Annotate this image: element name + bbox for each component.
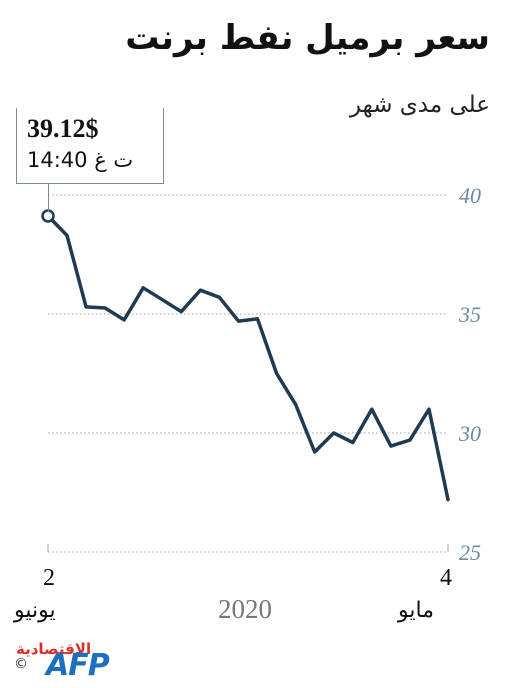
latest-price-callout: 39.12$ 14:40 ت غ [16, 108, 164, 184]
price-series-line [46, 214, 450, 502]
x-end-month: مايو [398, 598, 434, 623]
copyright-symbol: © [14, 656, 28, 672]
y-tick-label: 40 [459, 183, 481, 208]
callout-pointer [48, 184, 49, 212]
afp-logo: الاقتصادية AFP [12, 640, 124, 683]
x-end-day: 4 [440, 565, 452, 591]
afp-logo-mark: AFP [46, 648, 110, 683]
y-tick-label: 25 [459, 540, 481, 565]
y-tick-label: 30 [458, 421, 481, 446]
x-start-day: 2 [43, 565, 55, 591]
chart-subtitle: على مدى شهر [349, 92, 490, 118]
partner-logo-text: الاقتصادية [16, 640, 92, 658]
x-year: 2020 [218, 594, 272, 624]
latest-price-marker [41, 209, 55, 223]
latest-price: 39.12$ [27, 114, 99, 143]
x-start-month: يونيو [14, 598, 56, 623]
y-tick-label: 35 [458, 302, 481, 327]
chart-title: سعر برميل نفط برنت [125, 18, 490, 58]
latest-price-time: 14:40 ت غ [27, 148, 134, 172]
